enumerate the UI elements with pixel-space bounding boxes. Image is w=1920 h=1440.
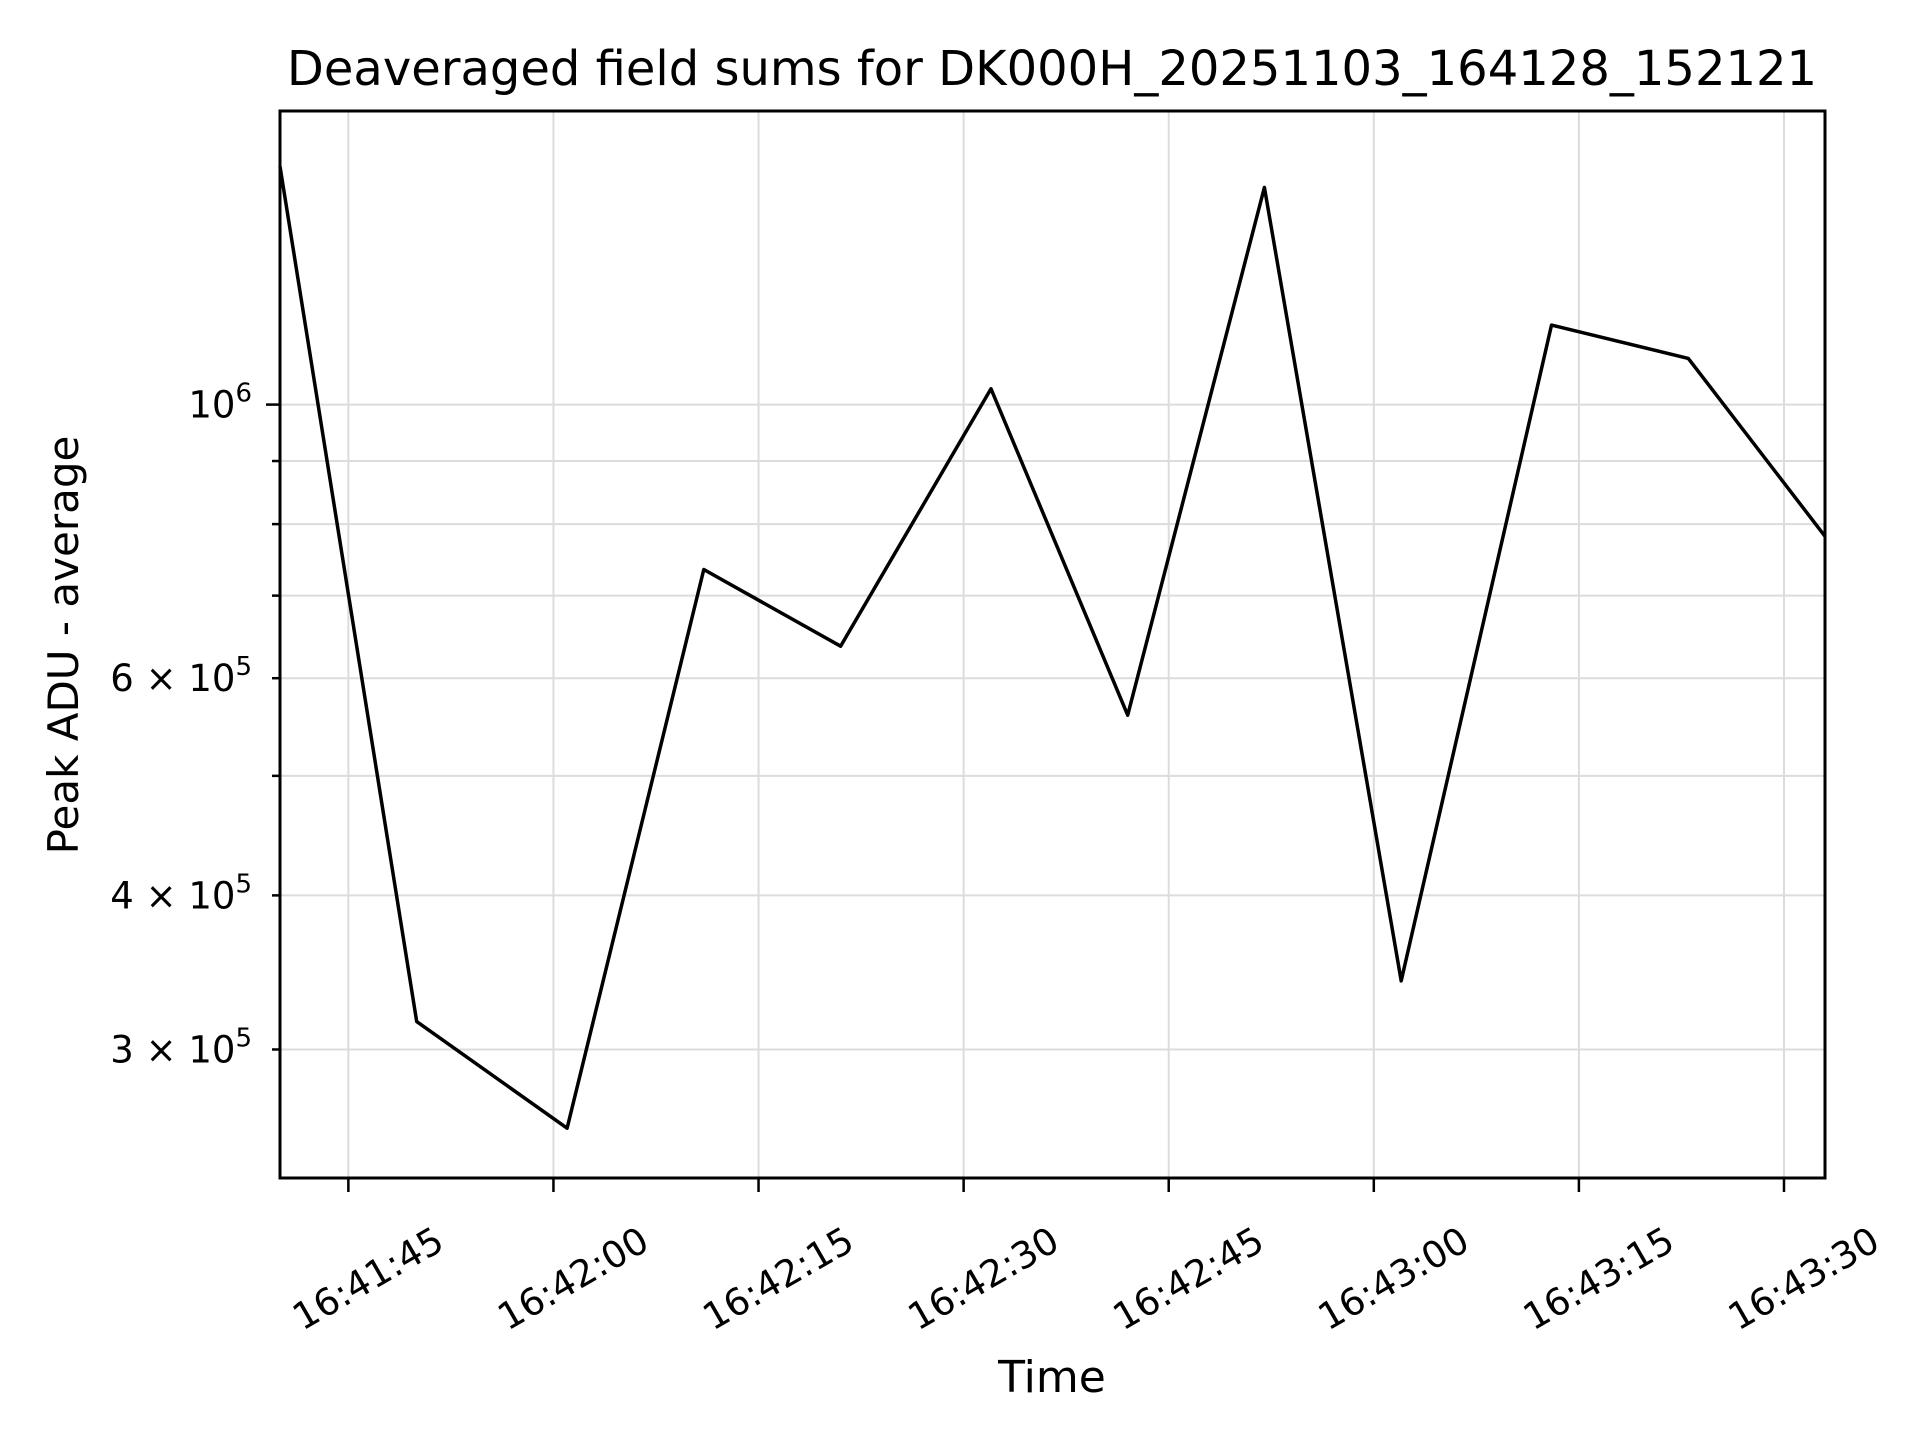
x-tick-label: 16:41:45 xyxy=(285,1219,450,1339)
x-tick-label: 16:42:45 xyxy=(1106,1219,1271,1339)
grid-lines xyxy=(280,111,1825,1178)
x-tick-labels: 16:41:45 16:42:00 16:42:15 16:42:30 16:42:45… xyxy=(285,1219,1886,1339)
data-line xyxy=(278,166,1827,1130)
x-tick-label: 16:43:30 xyxy=(1721,1219,1886,1339)
axis-ticks xyxy=(266,403,1786,1192)
x-tick-label: 16:43:15 xyxy=(1516,1219,1681,1339)
x-tick-label: 16:42:15 xyxy=(696,1219,861,1339)
y-axis-label: Peak ADU - average xyxy=(39,436,88,855)
x-axis-label: Time xyxy=(997,1352,1106,1403)
x-tick-label: 16:43:00 xyxy=(1311,1219,1476,1339)
y-tick-label: 3 × 105 xyxy=(110,1023,252,1071)
y-tick-label: 4 × 105 xyxy=(110,869,252,917)
y-tick-label: 106 xyxy=(188,379,252,427)
x-tick-label: 16:42:30 xyxy=(901,1219,1066,1339)
y-tick-labels: 106 6 × 105 4 × 105 3 × 105 xyxy=(110,379,252,1072)
chart-title: Deaveraged field sums for DK000H_2025110… xyxy=(287,41,1817,97)
x-tick-label: 16:42:00 xyxy=(491,1219,656,1339)
plot-border xyxy=(278,109,1827,1180)
data-series xyxy=(278,166,1827,1130)
y-tick-label: 6 × 105 xyxy=(110,652,252,700)
